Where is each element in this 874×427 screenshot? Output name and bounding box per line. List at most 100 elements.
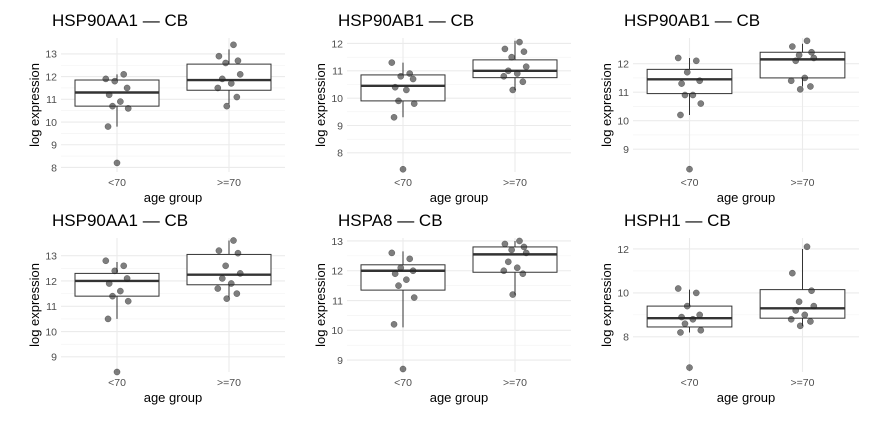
data-point — [215, 247, 223, 254]
data-point — [692, 289, 700, 297]
x-axis-title: age group — [430, 190, 489, 205]
data-point — [227, 80, 235, 87]
data-point — [801, 74, 809, 82]
y-tick-label: 12 — [617, 244, 629, 256]
data-point — [391, 270, 399, 278]
data-point — [810, 54, 818, 62]
y-tick-label: 10 — [617, 288, 629, 300]
panel-2: 8 9 10 11 12 <70 >=70 HSP90AB1 — CB age group log… — [313, 11, 571, 205]
data-point — [406, 255, 414, 263]
boxplot-1 — [360, 251, 446, 328]
data-point — [410, 294, 418, 301]
data-point — [787, 77, 795, 85]
data-point — [105, 280, 113, 287]
data-point — [519, 78, 527, 86]
data-point — [388, 59, 396, 66]
data-point — [501, 45, 509, 53]
data-point — [681, 320, 689, 328]
data-point — [406, 70, 414, 77]
box-iqr — [74, 272, 160, 297]
y-tick-label: 8 — [623, 332, 629, 344]
panel-title: HSP90AA1 — CB — [52, 11, 188, 30]
data-point — [500, 72, 508, 80]
y-tick-label: 9 — [337, 120, 343, 132]
data-point — [801, 311, 809, 319]
y-tick-label: 9 — [623, 144, 629, 156]
x-tick-label: >=70 — [791, 177, 815, 189]
data-point — [409, 75, 417, 83]
data-point — [504, 258, 512, 266]
y-tick-label: 10 — [617, 115, 629, 127]
data-point — [686, 165, 693, 173]
data-point — [504, 67, 512, 75]
data-point — [120, 70, 128, 78]
data-point — [501, 240, 509, 248]
data-point — [399, 165, 407, 173]
boxplot-1 — [360, 62, 446, 118]
data-point — [678, 313, 685, 321]
data-point — [803, 243, 811, 251]
data-point — [678, 80, 685, 87]
panel-title: HSP90AA1 — CB — [52, 211, 188, 230]
boxplot-2 — [186, 49, 272, 104]
y-tick-label: 13 — [331, 236, 343, 248]
data-point — [223, 102, 231, 110]
box-iqr — [759, 51, 846, 79]
data-point — [102, 75, 110, 83]
data-point — [230, 237, 237, 244]
data-point — [686, 364, 693, 371]
x-axis-title: age group — [430, 390, 489, 405]
data-point — [674, 54, 682, 62]
data-point — [234, 57, 242, 65]
data-point — [390, 113, 398, 121]
data-point — [233, 93, 241, 101]
x-tick-label: <70 — [394, 177, 412, 189]
data-point — [395, 282, 402, 289]
y-tick-label: 9 — [51, 140, 57, 152]
data-point — [124, 105, 132, 112]
data-point — [674, 285, 682, 292]
y-tick-label: 12 — [331, 38, 343, 50]
x-tick-label: <70 — [108, 177, 126, 189]
x-tick-label: <70 — [108, 377, 126, 389]
panel-6: 8 10 12 <70 >=70 HSPH1 — CB age group log expre… — [599, 211, 859, 405]
box-iqr — [186, 63, 272, 91]
data-point — [117, 287, 124, 295]
data-point — [223, 295, 231, 303]
data-point — [410, 100, 418, 107]
data-point — [236, 70, 244, 78]
data-point — [227, 280, 235, 287]
data-point — [787, 315, 795, 323]
data-point — [792, 307, 800, 314]
y-tick-label: 9 — [337, 355, 343, 367]
y-axis-title: log expression — [27, 263, 42, 347]
data-point — [395, 97, 402, 105]
y-tick-label: 13 — [45, 49, 57, 61]
x-tick-label: >=70 — [217, 177, 241, 189]
y-tick-label: 8 — [51, 162, 57, 174]
box-iqr — [360, 74, 446, 102]
data-point — [109, 102, 116, 110]
panel-1: 8 9 10 11 12 13 <70 >=70 HSP90AA1 — CB age group l… — [27, 11, 285, 205]
y-axis-title: log expression — [313, 63, 328, 147]
y-tick-label: 11 — [46, 94, 57, 106]
data-point — [697, 100, 705, 107]
data-point — [234, 249, 242, 257]
boxplot-1 — [646, 289, 733, 333]
data-point — [807, 83, 814, 90]
data-point — [111, 77, 119, 85]
y-axis-title: log expression — [599, 263, 614, 347]
boxplot-2 — [472, 40, 558, 90]
data-point — [520, 243, 528, 251]
y-tick-label: 11 — [618, 87, 629, 99]
box-iqr — [646, 305, 733, 328]
data-point — [522, 63, 530, 71]
data-point — [214, 84, 222, 92]
box-iqr — [360, 264, 446, 291]
x-axis-title: age group — [144, 190, 203, 205]
data-point — [513, 70, 521, 77]
data-point — [795, 298, 803, 306]
x-tick-label: <70 — [681, 377, 699, 389]
data-point — [409, 267, 417, 275]
